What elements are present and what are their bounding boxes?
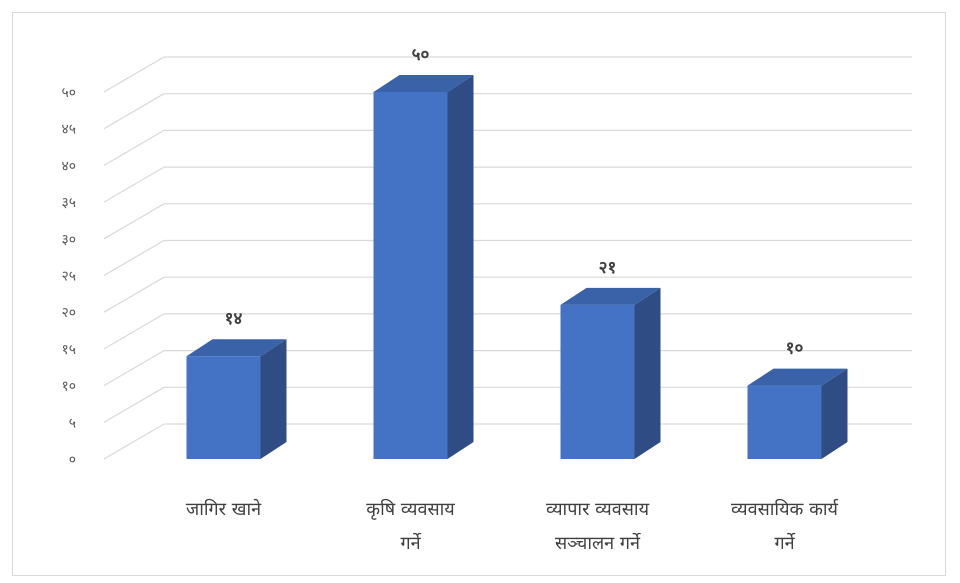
data-label: १० bbox=[786, 339, 804, 359]
bar bbox=[373, 75, 474, 459]
y-tick-label: ४५ bbox=[61, 122, 76, 138]
category-label: गर्ने bbox=[400, 532, 421, 554]
bar-top bbox=[747, 368, 848, 386]
gridline-floor bbox=[103, 203, 165, 240]
y-tick-label: २० bbox=[61, 305, 76, 321]
category-label: जागिर खाने bbox=[186, 498, 262, 520]
y-tick-label: ० bbox=[69, 452, 76, 468]
gridline-floor bbox=[103, 386, 165, 423]
gridline-floor bbox=[103, 350, 165, 387]
data-label: २१ bbox=[599, 258, 617, 278]
category-label: व्यापार व्यवसाय bbox=[546, 499, 650, 520]
bar-side bbox=[260, 339, 287, 459]
category-label: गर्ने bbox=[774, 532, 795, 554]
y-axis-ticks: ० ५ १० १५ २० २५ ३० ३५ ४० ४५ ५० bbox=[61, 85, 76, 468]
bar bbox=[560, 287, 661, 459]
bar bbox=[186, 339, 287, 459]
gridline-floor bbox=[103, 56, 165, 93]
data-label: १४ bbox=[225, 309, 243, 329]
category-label: सञ्चालन गर्ने bbox=[555, 532, 641, 554]
bar-top bbox=[186, 339, 287, 357]
bar-top bbox=[560, 287, 661, 305]
gridline-floor bbox=[103, 276, 165, 313]
bar-front bbox=[373, 92, 448, 459]
y-tick-label: ३० bbox=[61, 232, 76, 248]
gridline-floor bbox=[103, 93, 165, 130]
category-label: व्यवसायिक कार्य bbox=[731, 498, 839, 520]
gridline-floor bbox=[103, 129, 165, 166]
bar bbox=[747, 368, 848, 459]
y-tick-label: ३५ bbox=[61, 195, 76, 211]
y-tick-label: १५ bbox=[61, 342, 76, 358]
y-tick-label: ४० bbox=[61, 158, 76, 174]
y-tick-label: ५ bbox=[69, 415, 76, 431]
bar-front bbox=[747, 385, 822, 459]
x-axis-categories: जागिर खाने कृषि व्यवसाय गर्ने व्यापार व्यवस… bbox=[186, 498, 839, 554]
y-tick-label: १० bbox=[61, 379, 76, 395]
y-tick-label: २५ bbox=[61, 269, 76, 285]
category-label: कृषि व्यवसाय bbox=[366, 498, 455, 520]
bar-side bbox=[634, 287, 661, 459]
bar-front bbox=[560, 304, 635, 459]
y-tick-label: ५० bbox=[61, 85, 76, 101]
bar-side bbox=[447, 75, 474, 459]
gridline-floor bbox=[103, 423, 165, 460]
data-labels: १४ ५० २१ १० bbox=[225, 45, 804, 359]
bar-front bbox=[186, 356, 261, 459]
data-label: ५० bbox=[412, 45, 430, 65]
gridline-floor bbox=[103, 166, 165, 203]
bar-side bbox=[821, 368, 848, 459]
gridline-floor bbox=[103, 239, 165, 277]
bar-top bbox=[373, 75, 474, 92]
bars bbox=[186, 75, 848, 459]
chart-area bbox=[12, 12, 946, 576]
gridline-floor bbox=[103, 313, 165, 350]
